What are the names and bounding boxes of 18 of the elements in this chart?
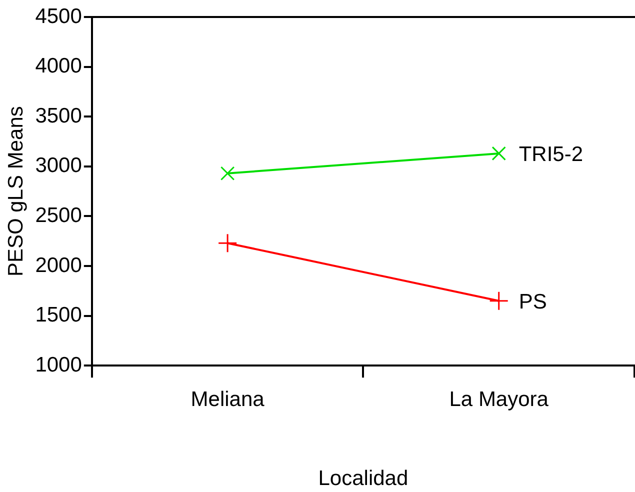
point — [492, 146, 506, 161]
y-tick-label: 3000 — [35, 154, 82, 178]
y-tick-label: 4000 — [35, 54, 82, 78]
x-axis-title: Localidad — [318, 467, 408, 490]
y-tick-label: 1000 — [35, 353, 82, 376]
y-tick-label: 2500 — [35, 204, 82, 227]
y-tick-label: 2000 — [35, 254, 82, 277]
y-tick-label: 4500 — [35, 4, 82, 28]
series-label: PS — [518, 290, 547, 314]
point — [220, 166, 235, 180]
x-tick-label: Meliana — [190, 388, 265, 411]
point — [218, 233, 238, 253]
x-tick-label: La Mayora — [449, 388, 549, 411]
point — [489, 291, 509, 311]
series-label: TRI5-2 — [518, 143, 584, 166]
y-tick-label: 3500 — [35, 104, 82, 128]
y-axis-title: PESO gLS Means — [4, 106, 28, 277]
y-tick-label: 1500 — [35, 304, 82, 327]
